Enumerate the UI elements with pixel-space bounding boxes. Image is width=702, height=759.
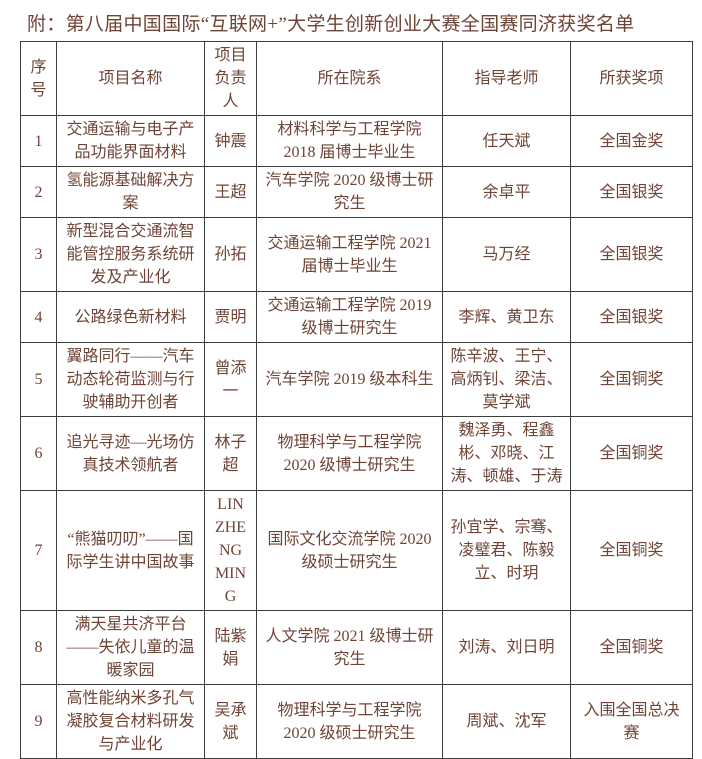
table-row: 6 追光寻迹—光场仿真技术领航者 林子超 物理科学与工程学院 2020 级博士研究生魏… xyxy=(20,416,693,491)
table-row: 5 翼路同行——汽车动态轮荷监测与行驶辅助开创者 曾添一 汽车学院 2019 级本科生… xyxy=(20,342,693,417)
header-cell-department: 所在院系 xyxy=(256,41,443,116)
table-row: 7 “熊猫叨叨”——国际学生讲中国故事 LIN ZHENG MING 国际文化交流学院… xyxy=(20,490,693,611)
cell-seq: 4 xyxy=(20,291,57,343)
cell-seq: 2 xyxy=(20,166,57,218)
table-row: 2 氢能源基础解决方案 王超 汽车学院 2020 级博士研究生 余卓平 全国银奖 xyxy=(20,166,693,218)
header-cell-advisors: 指导老师 xyxy=(442,41,571,116)
header-cell-project-name: 项目名称 xyxy=(56,41,205,116)
cell-department: 人文学院 2021 级博士研究生 xyxy=(256,610,443,685)
table-body: 1 交通运输与电子产品功能界面材料 钟震 材料科学与工程学院 2018 届博士毕业生任… xyxy=(20,115,693,759)
cell-seq: 7 xyxy=(20,490,57,611)
table-row: 4 公路绿色新材料 贾明 交通运输工程学院 2019 级博士研究生 李辉、黄卫东 全国银奖 xyxy=(20,291,693,343)
cell-project-name: 高性能纳米多孔气凝胶复合材料研发与产业化 xyxy=(56,684,205,759)
cell-advisors: 李辉、黄卫东 xyxy=(442,291,571,343)
cell-award: 全国银奖 xyxy=(570,166,693,218)
cell-seq: 8 xyxy=(20,610,57,685)
header-row: 序号 项目名称 项目负责人 所在院系 指导老师 所获奖项 xyxy=(20,41,693,116)
cell-award: 全国银奖 xyxy=(570,291,693,343)
cell-leader: 陆紫娟 xyxy=(204,610,257,685)
cell-advisors: 魏泽勇、程鑫彬、邓晓、江涛、顿雄、于涛 xyxy=(442,416,571,491)
header-cell-seq: 序号 xyxy=(20,41,57,116)
cell-project-name: 翼路同行——汽车动态轮荷监测与行驶辅助开创者 xyxy=(56,342,205,417)
cell-award: 全国铜奖 xyxy=(570,342,693,417)
cell-seq: 6 xyxy=(20,416,57,491)
cell-seq: 3 xyxy=(20,217,57,292)
cell-award: 全国铜奖 xyxy=(570,416,693,491)
cell-award: 全国银奖 xyxy=(570,217,693,292)
cell-advisors: 周斌、沈军 xyxy=(442,684,571,759)
cell-department: 交通运输工程学院 2021 届博士毕业生 xyxy=(256,217,443,292)
document-page: { "title": "附：第八届中国国际“互联网+”大学生创新创业大赛全国赛同… xyxy=(20,14,693,759)
cell-seq: 1 xyxy=(20,115,57,167)
cell-award: 全国铜奖 xyxy=(570,610,693,685)
cell-leader: 吴承斌 xyxy=(204,684,257,759)
cell-department: 汽车学院 2019 级本科生 xyxy=(256,342,443,417)
cell-leader: 贾明 xyxy=(204,291,257,343)
award-table: 序号 项目名称 项目负责人 所在院系 指导老师 所获奖项 1 交通运输与电子产品功能界面材料… xyxy=(20,41,693,759)
cell-department: 物理科学与工程学院 2020 级博士研究生 xyxy=(256,416,443,491)
cell-award: 全国金奖 xyxy=(570,115,693,167)
cell-project-name: “熊猫叨叨”——国际学生讲中国故事 xyxy=(56,490,205,611)
cell-advisors: 刘涛、刘日明 xyxy=(442,610,571,685)
cell-project-name: 氢能源基础解决方案 xyxy=(56,166,205,218)
cell-project-name: 新型混合交通流智能管控服务系统研发及产业化 xyxy=(56,217,205,292)
cell-advisors: 马万经 xyxy=(442,217,571,292)
table-row: 1 交通运输与电子产品功能界面材料 钟震 材料科学与工程学院 2018 届博士毕业生任… xyxy=(20,115,693,167)
cell-advisors: 孙宜学、宗骞、凌璧君、陈毅立、时玥 xyxy=(442,490,571,611)
table-row: 9 高性能纳米多孔气凝胶复合材料研发与产业化 吴承斌 物理科学与工程学院 2020 级… xyxy=(20,684,693,759)
cell-award: 全国铜奖 xyxy=(570,490,693,611)
cell-project-name: 追光寻迹—光场仿真技术领航者 xyxy=(56,416,205,491)
cell-seq: 5 xyxy=(20,342,57,417)
cell-leader: 林子超 xyxy=(204,416,257,491)
cell-leader: LIN ZHENG MING xyxy=(204,490,257,611)
cell-project-name: 公路绿色新材料 xyxy=(56,291,205,343)
cell-seq: 9 xyxy=(20,684,57,759)
cell-leader: 王超 xyxy=(204,166,257,218)
page-title: 附：第八届中国国际“互联网+”大学生创新创业大赛全国赛同济获奖名单 xyxy=(27,14,635,35)
cell-department: 物理科学与工程学院 2020 级硕士研究生 xyxy=(256,684,443,759)
cell-leader: 曾添一 xyxy=(204,342,257,417)
header-cell-leader: 项目负责人 xyxy=(204,41,257,116)
cell-advisors: 任天斌 xyxy=(442,115,571,167)
header-cell-award: 所获奖项 xyxy=(570,41,693,116)
cell-project-name: 交通运输与电子产品功能界面材料 xyxy=(56,115,205,167)
cell-project-name: 满天星共济平台——失依儿童的温暖家园 xyxy=(56,610,205,685)
cell-award: 入围全国总决赛 xyxy=(570,684,693,759)
cell-department: 材料科学与工程学院 2018 届博士毕业生 xyxy=(256,115,443,167)
cell-advisors: 陈辛波、王宁、高炳钊、梁洁、莫学斌 xyxy=(442,342,571,417)
cell-advisors: 余卓平 xyxy=(442,166,571,218)
cell-department: 交通运输工程学院 2019 级博士研究生 xyxy=(256,291,443,343)
cell-department: 国际文化交流学院 2020 级硕士研究生 xyxy=(256,490,443,611)
cell-department: 汽车学院 2020 级博士研究生 xyxy=(256,166,443,218)
cell-leader: 孙拓 xyxy=(204,217,257,292)
cell-leader: 钟震 xyxy=(204,115,257,167)
table-row: 3 新型混合交通流智能管控服务系统研发及产业化 孙拓 交通运输工程学院 2021 届博… xyxy=(20,217,693,292)
table-row: 8 满天星共济平台——失依儿童的温暖家园 陆紫娟 人文学院 2021 级博士研究生 刘涛… xyxy=(20,610,693,685)
